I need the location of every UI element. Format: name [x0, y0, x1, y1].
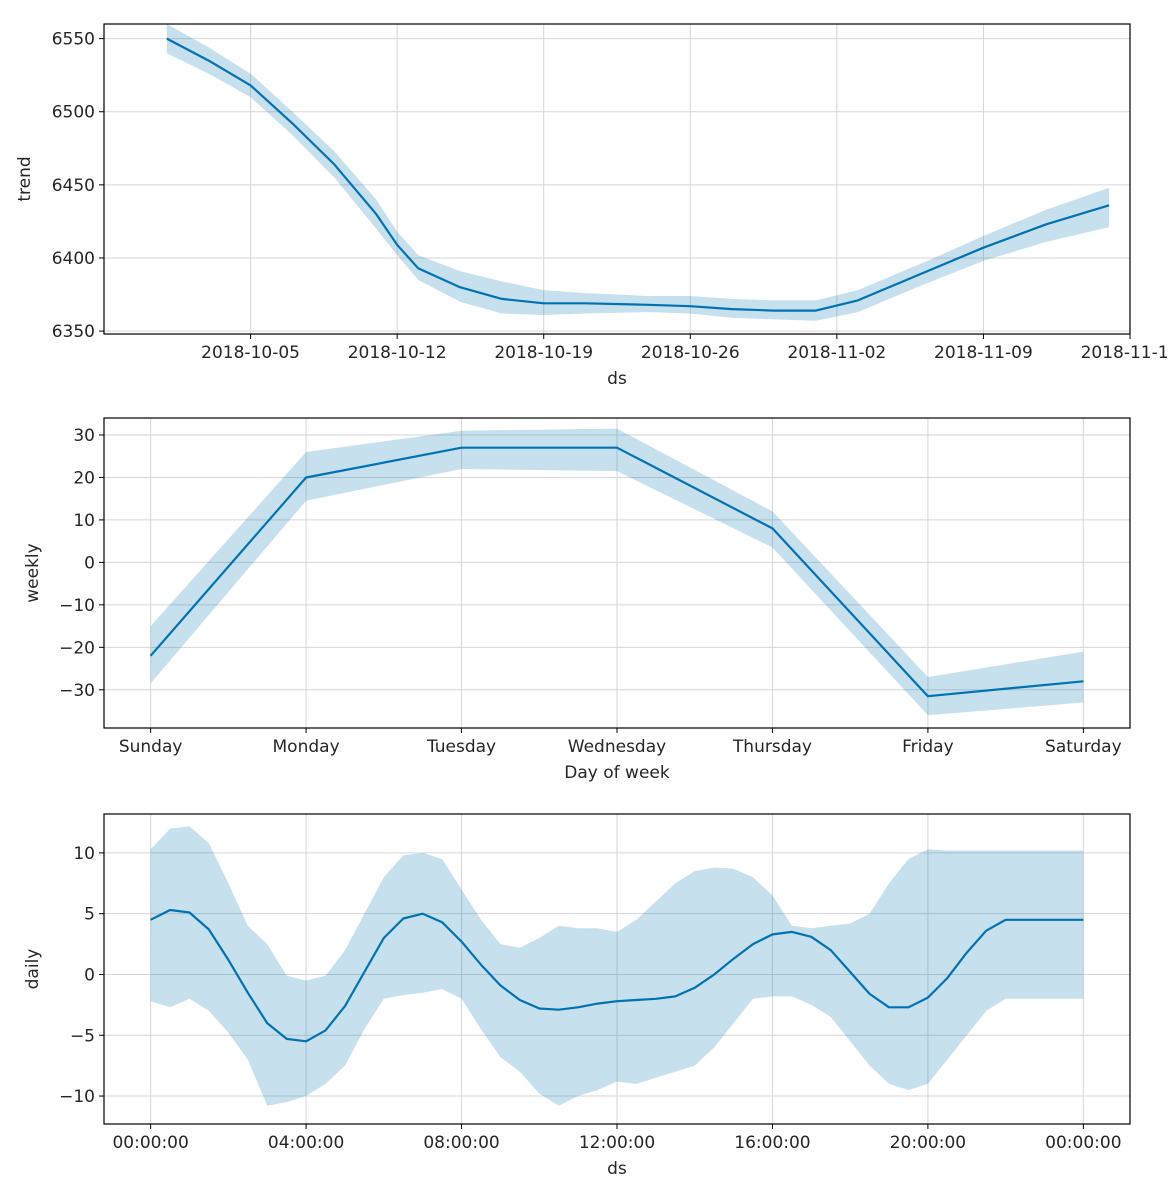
y-tick-label: −10 — [59, 596, 95, 616]
y-tick-label: −10 — [59, 1087, 95, 1107]
y-tick-label: 0 — [84, 965, 95, 985]
y-axis-label: weekly — [23, 543, 43, 602]
x-tick-label: Thursday — [732, 737, 812, 757]
x-tick-label: 2018-10-26 — [641, 343, 740, 363]
x-tick-label: 12:00:00 — [579, 1133, 655, 1153]
x-tick-label: 04:00:00 — [268, 1133, 344, 1153]
x-tick-label: 2018-11-16 — [1081, 343, 1168, 363]
x-tick-label: Sunday — [119, 737, 183, 757]
x-axis-label: Day of week — [564, 763, 670, 783]
daily-panel: 00:00:00 04:00:00 08:00:00 12:00:00 16:00:00… — [23, 813, 1131, 1179]
forecast-line — [149, 446, 1084, 698]
y-tick-label: 6350 — [52, 322, 95, 342]
y-tick-label: 6500 — [52, 103, 95, 123]
x-axis-label: ds — [607, 1159, 627, 1179]
weekly-panel: Sunday Monday Tuesday Wednesday Thursday Frid… — [23, 417, 1131, 783]
uncertainty-band — [150, 826, 1084, 1106]
trend-panel: 2018-10-05 2018-10-12 2018-10-19 2018-10-26… — [15, 23, 1168, 389]
x-tick-label: 2018-10-12 — [348, 343, 447, 363]
uncertainty-band — [166, 24, 1110, 321]
x-tick-label: Tuesday — [426, 737, 496, 757]
x-tick-label: 2018-10-05 — [201, 343, 300, 363]
x-tick-label: 2018-11-02 — [787, 343, 886, 363]
forecast-line — [150, 908, 1084, 1043]
y-tick-label: 0 — [84, 553, 95, 573]
x-tick-label: Friday — [902, 737, 954, 757]
x-axis-label: ds — [607, 369, 627, 389]
x-tick-label: 16:00:00 — [734, 1133, 810, 1153]
x-tick-label: 00:00:00 — [112, 1133, 188, 1153]
x-tick-label: Monday — [273, 737, 340, 757]
y-tick-label: −30 — [59, 681, 95, 701]
y-tick-label: 6550 — [52, 30, 95, 50]
x-tick-label: 2018-11-09 — [934, 343, 1033, 363]
y-axis-label: daily — [23, 949, 43, 990]
x-tick-label: Wednesday — [568, 737, 666, 757]
x-tick-label: 08:00:00 — [423, 1133, 499, 1153]
uncertainty-band — [150, 428, 1084, 716]
axes-frame — [103, 23, 1131, 335]
y-tick-label: 10 — [73, 511, 95, 531]
y-tick-label: −5 — [70, 1026, 95, 1046]
forecast-line — [166, 37, 1110, 312]
y-axis-label: trend — [15, 156, 35, 201]
x-tick-label: Saturday — [1045, 737, 1122, 757]
y-tick-label: 6450 — [52, 176, 95, 196]
x-tick-label: 20:00:00 — [890, 1133, 966, 1153]
y-tick-label: 10 — [73, 844, 95, 864]
y-tick-label: 6400 — [52, 249, 95, 269]
y-tick-label: 30 — [73, 426, 95, 446]
x-tick-label: 2018-10-19 — [494, 343, 593, 363]
y-tick-label: 20 — [73, 468, 95, 488]
y-tick-label: 5 — [84, 905, 95, 925]
x-tick-label: 00:00:00 — [1045, 1133, 1121, 1153]
y-tick-label: −20 — [59, 638, 95, 658]
